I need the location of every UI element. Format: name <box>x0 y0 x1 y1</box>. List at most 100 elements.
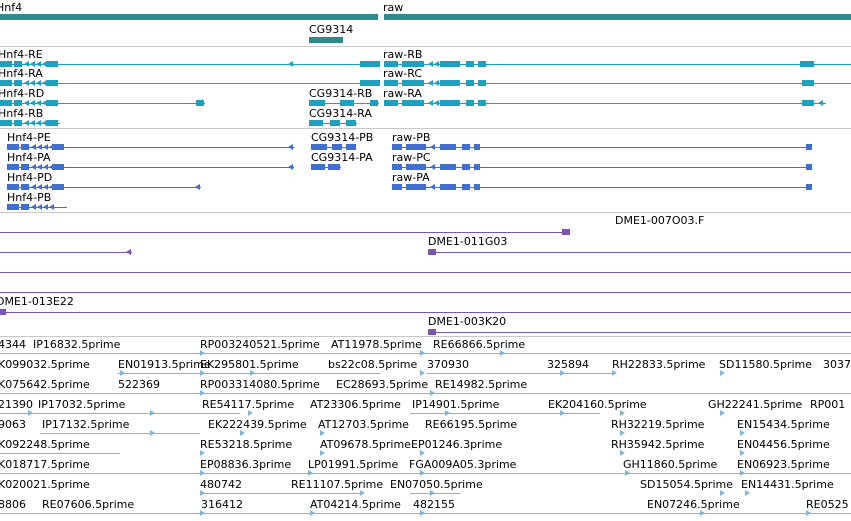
est-label[interactable]: EP01246.3prime <box>411 438 503 451</box>
protein-raw-pc-line[interactable] <box>392 167 812 168</box>
est-line[interactable] <box>0 453 120 454</box>
est-label[interactable]: IP17032.5prime <box>38 398 126 411</box>
est-label[interactable]: EN07050.5prime <box>390 478 483 491</box>
est-label[interactable]: RE14982.5prime <box>435 378 528 391</box>
est-label[interactable]: 3037 <box>823 358 851 371</box>
clone-label[interactable]: DME1-007O03.F <box>615 214 705 227</box>
est-line[interactable] <box>40 433 200 434</box>
transcript-cg9314-ra-label[interactable]: CG9314-RA <box>309 107 372 120</box>
est-label[interactable]: RE54117.5prime <box>202 398 295 411</box>
protein-hnf4-pd-label[interactable]: Hnf4-PD <box>7 171 53 184</box>
transcript-raw-ra-line[interactable] <box>384 103 826 104</box>
est-label[interactable]: EN15434.5prime <box>737 418 830 431</box>
transcript-cg9314-rb-line[interactable] <box>309 103 379 104</box>
protein-raw-pa-label[interactable]: raw-PA <box>392 171 430 184</box>
est-label[interactable]: IP14901.5prime <box>412 398 500 411</box>
est-label[interactable]: EN01913.5prime <box>118 358 211 371</box>
clone-line[interactable] <box>0 272 851 273</box>
transcript-raw-ra-label[interactable]: raw-RA <box>383 87 422 100</box>
est-label[interactable]: EP08836.3prime <box>200 458 292 471</box>
transcript-hnf4-ra-line[interactable] <box>0 83 380 84</box>
transcript-hnf4-rb-line[interactable] <box>0 123 60 124</box>
est-label[interactable]: RE66866.5prime <box>433 338 526 351</box>
protein-raw-pc-label[interactable]: raw-PC <box>392 151 431 164</box>
protein-raw-pa-line[interactable] <box>392 187 812 188</box>
est-line[interactable] <box>0 473 851 474</box>
transcript-raw-rb-line[interactable] <box>384 64 851 65</box>
transcript-hnf4-rb-label[interactable]: Hnf4-RB <box>0 107 44 120</box>
clone-line[interactable] <box>428 332 851 333</box>
est-label[interactable]: RE11107.5prime <box>291 478 384 491</box>
est-label[interactable]: AT23306.5prime <box>310 398 401 411</box>
est-label[interactable]: EK222439.5prime <box>208 418 307 431</box>
est-label[interactable]: 21390 <box>0 398 33 411</box>
est-line[interactable] <box>118 373 380 374</box>
est-label[interactable]: bs22c08.5prime <box>328 358 418 371</box>
est-label[interactable]: 325894 <box>547 358 589 371</box>
gene-raw-label[interactable]: raw <box>383 1 404 14</box>
transcript-hnf4-re-line[interactable] <box>0 64 380 65</box>
transcript-raw-rc-line[interactable] <box>384 83 851 84</box>
protein-hnf4-pa-label[interactable]: Hnf4-PA <box>7 151 51 164</box>
est-label[interactable]: RP003314080.5prime <box>200 378 320 391</box>
transcript-hnf4-rd-line[interactable] <box>0 103 205 104</box>
transcript-cg9314-rb-label[interactable]: CG9314-RB <box>309 87 373 100</box>
est-label[interactable]: RE0525 <box>806 498 849 511</box>
gene-cg9314-feature[interactable] <box>309 37 343 43</box>
est-label[interactable]: EN14431.5prime <box>741 478 834 491</box>
est-label[interactable]: RH35942.5prime <box>611 438 705 451</box>
est-label[interactable]: EN07246.5prime <box>647 498 740 511</box>
est-label[interactable]: AT12703.5prime <box>318 418 409 431</box>
protein-raw-pb-line[interactable] <box>392 147 812 148</box>
clone-line[interactable] <box>0 292 851 293</box>
est-line[interactable] <box>0 513 851 514</box>
gene-hnf4-label[interactable]: Hnf4 <box>0 1 23 14</box>
est-label[interactable]: SD15054.5prime <box>640 478 733 491</box>
est-label[interactable]: RP001 <box>810 398 846 411</box>
clone-line[interactable] <box>0 232 568 233</box>
est-line[interactable] <box>410 413 600 414</box>
protein-raw-pb-label[interactable]: raw-PB <box>392 131 431 144</box>
est-label[interactable]: GH22241.5prime <box>708 398 803 411</box>
clone-label[interactable]: DME1-003K20 <box>428 315 507 328</box>
est-label[interactable]: K092248.5prime <box>0 438 90 451</box>
est-label[interactable]: 522369 <box>118 378 160 391</box>
est-label[interactable]: 480742 <box>200 478 242 491</box>
transcript-hnf4-re-label[interactable]: Hnf4-RE <box>0 48 43 61</box>
est-label[interactable]: EC28693.5prime <box>336 378 429 391</box>
transcript-cg9314-ra-line[interactable] <box>309 123 357 124</box>
clone-line[interactable] <box>0 312 851 313</box>
protein-hnf4-pe-label[interactable]: Hnf4-PE <box>7 131 51 144</box>
transcript-raw-rc-label[interactable]: raw-RC <box>383 67 423 80</box>
est-label[interactable]: 482155 <box>413 498 455 511</box>
est-label[interactable]: 370930 <box>427 358 469 371</box>
est-label[interactable]: AT09678.5prime <box>320 438 411 451</box>
protein-cg9314-pb-line[interactable] <box>311 147 356 148</box>
est-label[interactable]: IP17132.5prime <box>42 418 130 431</box>
est-label[interactable]: 4344 <box>0 338 26 351</box>
protein-hnf4-pb-line[interactable] <box>7 207 67 208</box>
gene-hnf4-feature[interactable] <box>0 14 378 20</box>
est-line[interactable] <box>200 493 360 494</box>
est-label[interactable]: EN04456.5prime <box>737 438 830 451</box>
est-label[interactable]: K018717.5prime <box>0 458 90 471</box>
protein-hnf4-pe-line[interactable] <box>7 147 294 148</box>
est-label[interactable]: EK204160.5prime <box>548 398 647 411</box>
est-line[interactable] <box>0 353 851 354</box>
protein-cg9314-pa-line[interactable] <box>311 167 341 168</box>
est-label[interactable]: RE53218.5prime <box>200 438 293 451</box>
est-label[interactable]: RE07606.5prime <box>42 498 135 511</box>
est-label[interactable]: IP16832.5prime <box>33 338 121 351</box>
protein-cg9314-pb-label[interactable]: CG9314-PB <box>311 131 374 144</box>
est-label[interactable]: GH11860.5prime <box>623 458 718 471</box>
est-label[interactable]: K020021.5prime <box>0 478 90 491</box>
est-label[interactable]: 9063 <box>0 418 26 431</box>
est-line[interactable] <box>410 493 460 494</box>
est-label[interactable]: RH32219.5prime <box>611 418 705 431</box>
clone-line[interactable] <box>0 252 132 253</box>
protein-hnf4-pb-label[interactable]: Hnf4-PB <box>7 191 52 204</box>
est-line[interactable] <box>427 373 612 374</box>
est-label[interactable]: K099032.5prime <box>0 358 90 371</box>
est-line[interactable] <box>0 413 240 414</box>
gene-raw-feature[interactable] <box>384 14 851 20</box>
